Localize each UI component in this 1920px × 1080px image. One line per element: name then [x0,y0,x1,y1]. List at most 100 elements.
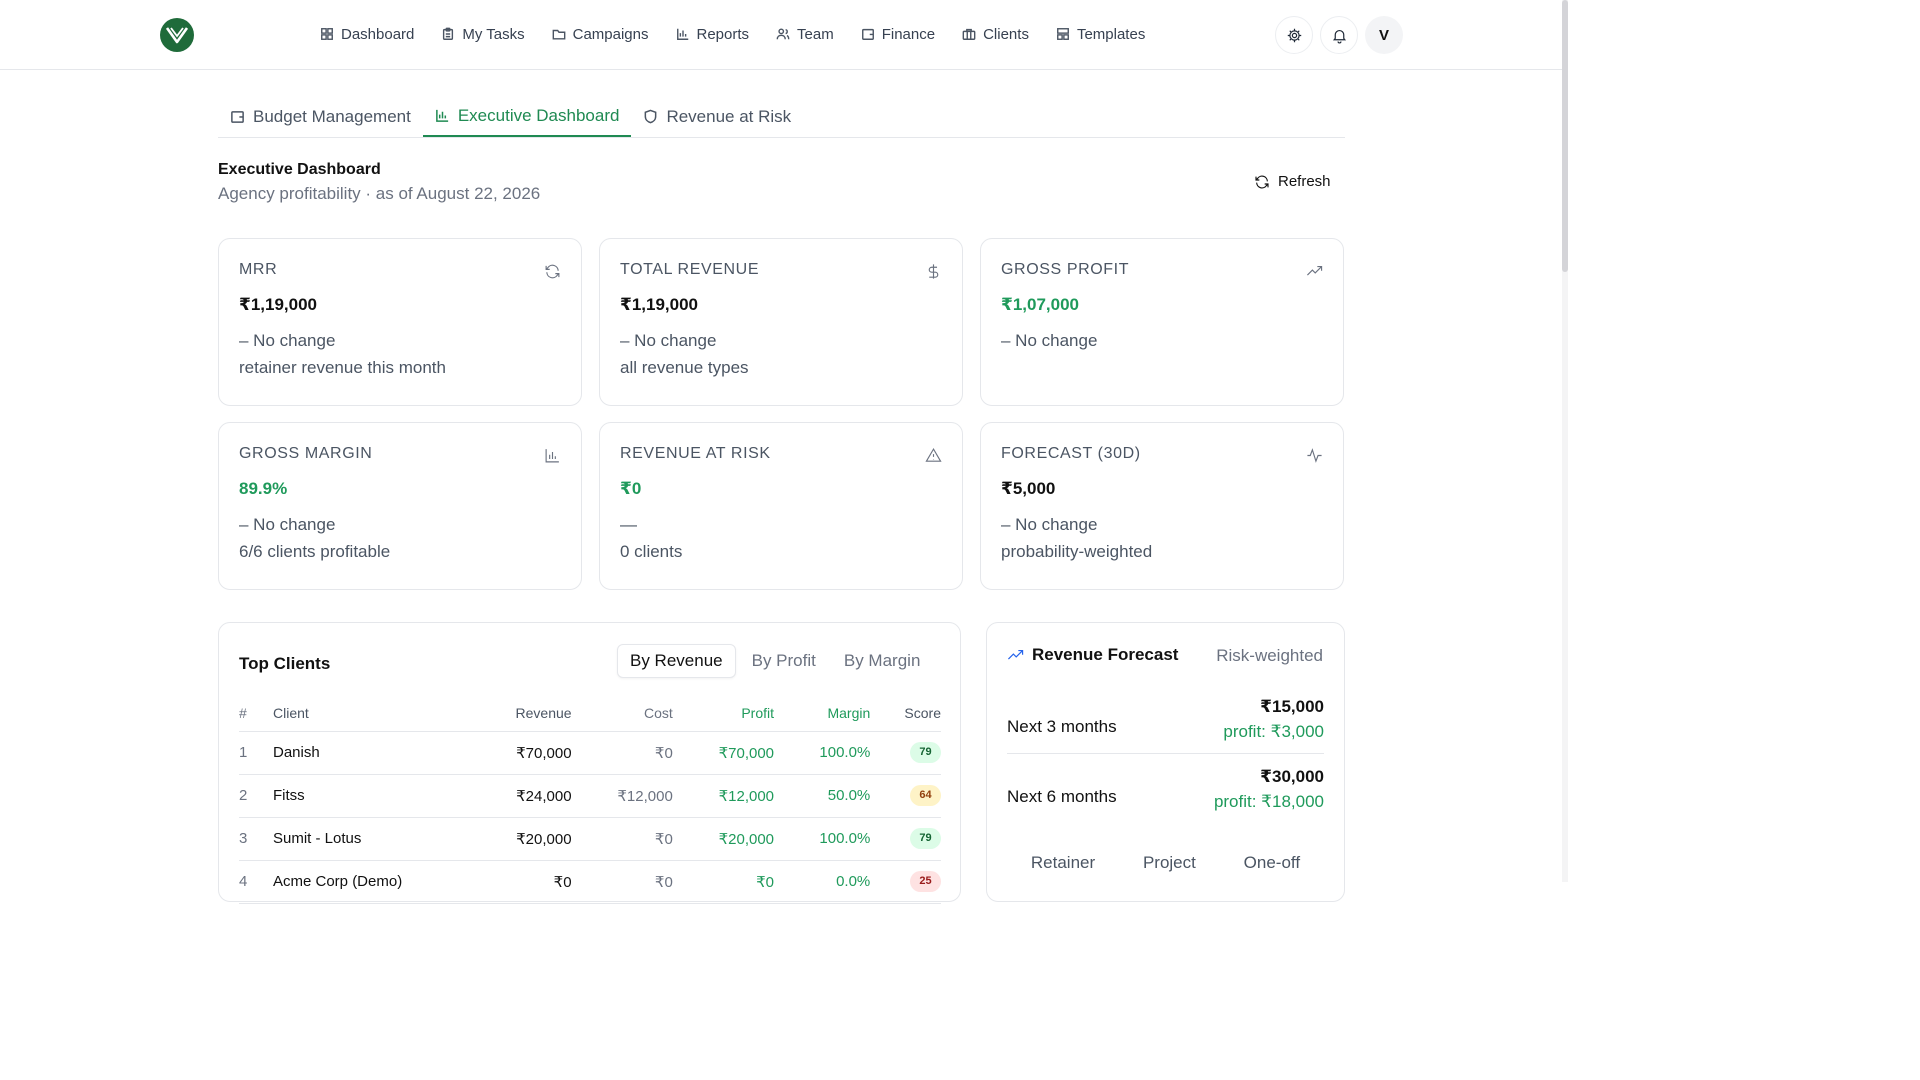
kpi-label: TOTAL REVENUE [620,261,760,278]
kpi-label: FORECAST (30D) [1001,445,1141,462]
nav-item-label: Team [797,25,834,43]
revenue-forecast-card: Revenue Forecast Risk-weighted Next 3 mo… [986,622,1345,902]
kpi-change: – No change [1001,515,1098,534]
activity-icon [1307,448,1322,463]
kpi-note: retainer revenue this month [239,358,446,377]
settings-button[interactable] [1275,16,1313,54]
column-header-margin[interactable]: Margin [774,695,871,732]
shield-icon [645,109,657,124]
refresh-button[interactable]: Refresh [1254,173,1331,190]
layout-icon [1057,28,1069,40]
sort-segmented-control: By Revenue By Profit By Margin [617,644,932,678]
table-header-row: # Client Revenue Cost Profit Margin Scor… [239,695,941,732]
revenue-cell: ₹0 [467,860,572,904]
table-row[interactable]: 2 Fitss ₹24,000 ₹12,000 ₹12,000 50.0% 64 [239,774,941,818]
tab-budget-management[interactable]: Budget Management [218,96,423,137]
trending-up-icon [1307,265,1323,276]
nav-item-finance[interactable]: Finance [861,22,935,46]
tab-executive-dashboard[interactable]: Executive Dashboard [422,96,632,137]
forecast-header: Revenue Forecast [1007,645,1178,665]
profit-cell: ₹20,000 [672,817,775,861]
table-row[interactable]: 4 Acme Corp (Demo) ₹0 ₹0 ₹0 0.0% 25 [239,860,941,904]
forecast-row-3-months: Next 3 months ₹15,000 profit: ₹3,000 [1007,697,1324,759]
nav-item-team[interactable]: Team [776,22,834,46]
cost-cell: ₹12,000 [571,774,673,818]
kpi-change: — [620,515,637,534]
nav-item-clients[interactable]: Clients [962,22,1029,46]
notifications-button[interactable] [1320,16,1358,54]
sort-by-revenue-button[interactable]: By Revenue [617,644,736,678]
profit-cell: ₹70,000 [672,731,775,775]
rank-cell: 4 [239,860,273,904]
kpi-note: 0 clients [620,542,683,561]
score-badge: 64 [910,785,941,806]
bar-chart-icon [545,449,559,463]
tab-one-off[interactable]: One-off [1243,853,1301,872]
logo[interactable] [160,18,194,52]
main-nav: Dashboard My Tasks Campaigns Reports Tea… [320,22,1145,46]
rank-cell: 2 [239,774,273,818]
client-cell[interactable]: Acme Corp (Demo) [273,860,468,904]
score-cell: 79 [870,731,941,775]
page-title: Executive Dashboard [218,161,381,178]
kpi-change: – No change [239,515,336,534]
nav-item-reports[interactable]: Reports [676,22,749,46]
score-cell: 79 [870,817,941,861]
client-cell[interactable]: Fitss [273,774,468,818]
column-header-client[interactable]: Client [273,695,468,732]
kpi-card-forecast-30d: FORECAST (30D) ₹5,000 – No change probab… [980,422,1344,590]
score-cell: 25 [870,860,941,904]
tab-label: Revenue at Risk [666,106,792,126]
table-row[interactable]: 3 Sumit - Lotus ₹20,000 ₹0 ₹20,000 100.0… [239,817,941,861]
nav-item-campaigns[interactable]: Campaigns [552,22,649,46]
client-cell[interactable]: Danish [273,731,468,775]
avatar[interactable]: V [1365,16,1403,54]
dollar-icon [928,264,939,279]
forecast-value: ₹30,000 [1260,767,1324,786]
briefcase-icon [962,28,976,40]
tab-label: Executive Dashboard [457,105,620,125]
gear-icon [1287,28,1301,42]
tab-retainer[interactable]: Retainer [1030,853,1096,872]
page-subtitle: Agency profitability · as of August 22, … [218,184,541,203]
grid-icon [321,28,333,40]
column-header-revenue[interactable]: Revenue [467,695,572,732]
cost-cell: ₹0 [571,731,673,775]
refresh-label: Refresh [1278,173,1331,190]
kpi-card-mrr: MRR ₹1,19,000 – No change retainer reven… [218,238,582,406]
column-header-cost[interactable]: Cost [571,695,673,732]
column-header-profit[interactable]: Profit [672,695,775,732]
forecast-title: Revenue Forecast [1032,645,1179,664]
scrollbar-thumb[interactable] [1562,0,1568,272]
users-icon [776,28,790,40]
nav-item-dashboard[interactable]: Dashboard [320,22,414,46]
wallet-icon [861,28,874,40]
forecast-profit: profit: ₹18,000 [1213,792,1324,811]
top-clients-title: Top Clients [239,654,331,673]
table-row[interactable]: 1 Danish ₹70,000 ₹0 ₹70,000 100.0% 79 [239,731,941,775]
column-header-score[interactable]: Score [870,695,941,732]
score-badge: 79 [910,828,941,849]
nav-item-my-tasks[interactable]: My Tasks [441,22,525,46]
kpi-label: GROSS MARGIN [239,445,373,462]
nav-item-label: Templates [1076,25,1146,43]
kpi-value: 89.9% [239,479,288,498]
score-badge: 79 [910,742,941,763]
column-header-rank[interactable]: # [239,695,273,732]
kpi-change: – No change [239,331,336,350]
tab-project[interactable]: Project [1142,853,1196,872]
divider [1007,753,1324,754]
page-scrollbar[interactable] [1562,0,1568,882]
kpi-label: REVENUE AT RISK [620,445,771,462]
sort-by-margin-button[interactable]: By Margin [843,651,921,670]
client-cell[interactable]: Sumit - Lotus [273,817,468,861]
forecast-profit: profit: ₹3,000 [1223,722,1324,741]
forecast-period-label: Next 6 months [1007,787,1117,806]
margin-cell: 100.0% [774,817,871,861]
profit-cell: ₹0 [672,860,775,904]
wallet-icon [231,111,244,123]
nav-item-templates[interactable]: Templates [1056,22,1145,46]
sort-by-profit-button[interactable]: By Profit [751,651,816,670]
bar-chart-icon [676,28,688,40]
tab-revenue-at-risk[interactable]: Revenue at Risk [631,96,803,137]
